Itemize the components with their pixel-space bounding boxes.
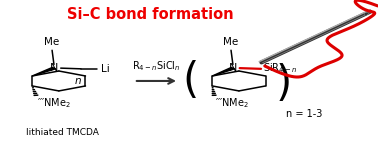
Text: ′′′NMe$_2$: ′′′NMe$_2$ [37, 97, 71, 111]
Text: SiR$_{4-n}$: SiR$_{4-n}$ [263, 61, 297, 75]
Text: (: ( [182, 60, 198, 102]
Text: Si–C bond formation: Si–C bond formation [67, 7, 234, 22]
Text: ′′′NMe$_2$: ′′′NMe$_2$ [215, 97, 249, 111]
Polygon shape [32, 67, 56, 76]
Text: N: N [229, 63, 237, 73]
Text: lithiated TMCDA: lithiated TMCDA [26, 128, 99, 137]
Text: Li: Li [101, 64, 110, 74]
Polygon shape [212, 67, 235, 76]
Text: n = 1-3: n = 1-3 [286, 109, 322, 119]
Text: Me: Me [45, 37, 60, 47]
Text: ): ) [276, 63, 292, 105]
Text: Me: Me [223, 37, 239, 47]
Text: R$_{4-n}$SiCl$_n$: R$_{4-n}$SiCl$_n$ [132, 59, 181, 73]
Ellipse shape [365, 13, 368, 14]
Text: N: N [50, 63, 58, 73]
Text: n: n [74, 76, 81, 86]
